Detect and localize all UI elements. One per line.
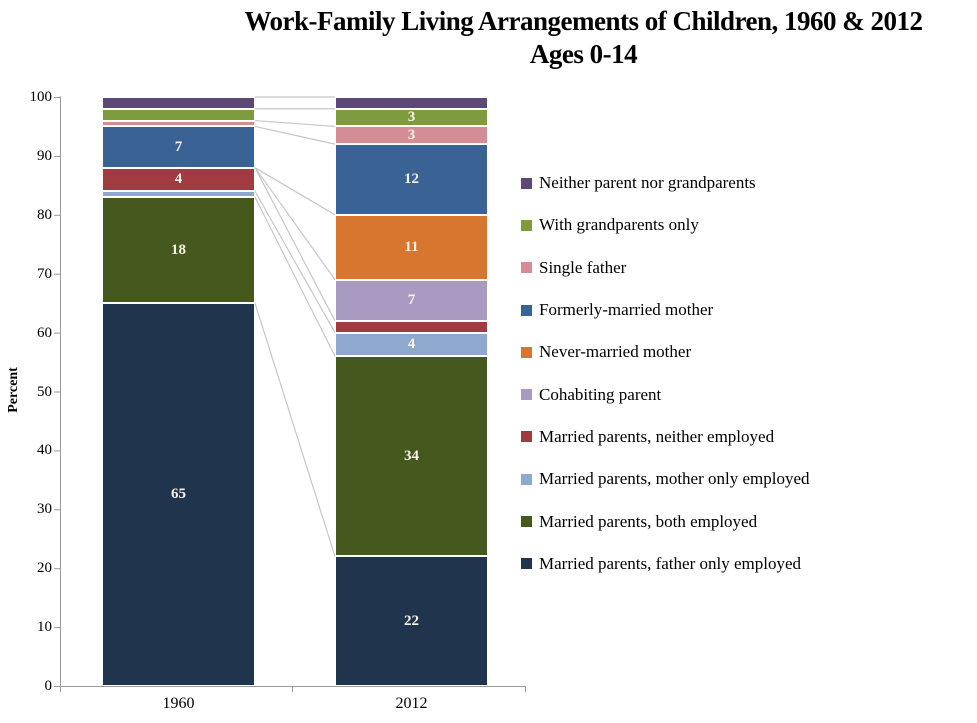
y-axis-tick-label: 0 xyxy=(44,678,53,694)
series-connector-line xyxy=(254,167,336,216)
bar-segment: 12 xyxy=(335,144,488,215)
y-axis-tick-label: 100 xyxy=(29,89,53,105)
bar-segment xyxy=(335,320,488,333)
legend-label: Married parents, mother only employed xyxy=(539,469,810,489)
legend-label: Never-married mother xyxy=(539,342,692,362)
chart-title-line2: Ages 0-14 xyxy=(529,39,638,69)
series-connector-line xyxy=(254,125,336,145)
legend-swatch-icon xyxy=(521,219,532,231)
bar-value-label: 11 xyxy=(404,238,419,255)
legend-label: With grandparents only xyxy=(539,215,699,235)
x-axis-labels: 1960 2012 xyxy=(0,695,977,719)
y-axis-tick-label: 40 xyxy=(37,442,52,459)
legend-swatch-icon xyxy=(521,262,532,274)
legend: Neither parent nor grandparents With gran… xyxy=(521,162,810,585)
bar-segment: 3 xyxy=(335,126,488,145)
legend-swatch-icon xyxy=(521,389,532,401)
bar-value-label: 3 xyxy=(407,126,416,143)
series-connector-line xyxy=(254,190,336,333)
legend-swatch-icon xyxy=(521,346,532,358)
bar-segment xyxy=(102,191,255,198)
legend-label: Married parents, father only employed xyxy=(539,553,801,573)
y-axis-tick-label: 60 xyxy=(37,324,52,341)
bar-value-label: 22 xyxy=(404,612,419,629)
legend-item: Married parents, father only employed xyxy=(521,543,810,585)
bar-segment xyxy=(335,97,488,109)
bar-segment: 11 xyxy=(335,214,488,280)
series-connector-line xyxy=(254,119,336,128)
y-axis-tick-label: 90 xyxy=(37,147,52,164)
bar-segment: 7 xyxy=(102,126,255,168)
bar-segment: 4 xyxy=(335,332,488,357)
bar-value-label: 7 xyxy=(174,138,183,155)
legend-label: Married parents, neither employed xyxy=(539,426,775,446)
legend-item: Formerly-married mother xyxy=(521,289,810,331)
bar-segment: 34 xyxy=(335,356,488,557)
legend-swatch-icon xyxy=(521,177,532,189)
legend-label: Cohabiting parent xyxy=(539,384,662,404)
bar-value-label: 4 xyxy=(407,335,416,352)
legend-item: Married parents, neither employed xyxy=(521,416,810,458)
chart-title-line1: Work-Family Living Arrangements of Child… xyxy=(244,6,924,36)
bar-segment: 18 xyxy=(102,197,255,304)
y-axis-tick-label: 30 xyxy=(37,501,52,518)
bar-value-label: 4 xyxy=(174,170,183,187)
bar-value-label: 34 xyxy=(404,447,419,464)
legend-label: Formerly-married mother xyxy=(539,300,714,320)
legend-swatch-icon xyxy=(521,516,532,528)
x-axis-category-label: 1960 xyxy=(162,695,195,712)
bar-segment: 3 xyxy=(335,108,488,127)
bar-segment xyxy=(102,108,255,121)
y-axis-tick-label: 50 xyxy=(37,383,52,400)
bar-segment: 4 xyxy=(102,167,255,192)
legend-item: Cohabiting parent xyxy=(521,373,810,415)
bar-segment: 65 xyxy=(102,303,255,686)
legend-label: Single father xyxy=(539,257,627,277)
series-connector-line xyxy=(254,196,336,357)
series-connector-line xyxy=(254,167,336,322)
legend-swatch-icon xyxy=(521,558,532,570)
series-connector-line xyxy=(254,167,336,280)
legend-item: Single father xyxy=(521,247,810,289)
legend-swatch-icon xyxy=(521,473,532,485)
legend-swatch-icon xyxy=(521,431,532,443)
bar-segment xyxy=(102,120,255,127)
y-axis-tick-label: 80 xyxy=(37,206,52,223)
y-axis-tick-label: 20 xyxy=(37,560,52,577)
bar-segment: 22 xyxy=(335,556,488,686)
series-connector-line xyxy=(254,302,336,557)
legend-item: Neither parent nor grandparents xyxy=(521,162,810,204)
y-axis-tick-label: 10 xyxy=(37,619,52,636)
bar-segment: 7 xyxy=(335,279,488,321)
bar-value-label: 7 xyxy=(407,291,416,308)
legend-item: Never-married mother xyxy=(521,331,810,373)
legend-item: Married parents, both employed xyxy=(521,500,810,542)
bar-segment xyxy=(102,97,255,109)
legend-label: Married parents, both employed xyxy=(539,511,758,531)
legend-swatch-icon xyxy=(521,304,532,316)
bar-value-label: 18 xyxy=(171,241,186,258)
y-axis-tick-label: 70 xyxy=(37,265,52,282)
legend-item: Married parents, mother only employed xyxy=(521,458,810,500)
bar-value-label: 3 xyxy=(407,109,416,126)
x-axis-category-label: 2012 xyxy=(395,695,428,712)
legend-label: Neither parent nor grandparents xyxy=(539,173,756,193)
legend-item: With grandparents only xyxy=(521,204,810,246)
bar-value-label: 65 xyxy=(171,486,186,503)
bar-value-label: 12 xyxy=(404,170,419,187)
chart-title: Work-Family Living Arrangements of Child… xyxy=(190,5,977,71)
